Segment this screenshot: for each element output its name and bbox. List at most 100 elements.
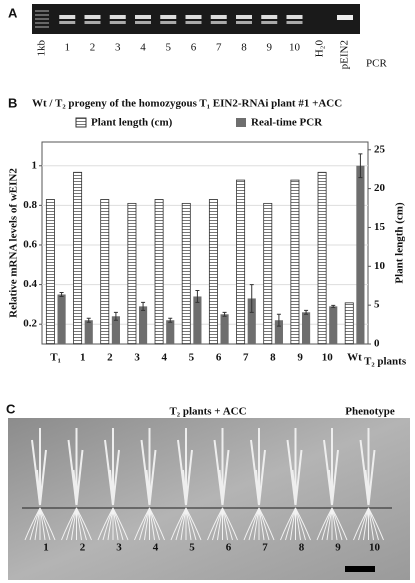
legend-label: Plant length (cm)	[91, 117, 173, 129]
y2-tick-label: 25	[374, 143, 386, 155]
gel-band	[135, 21, 151, 24]
error-bar	[249, 284, 254, 313]
gel-band	[236, 15, 252, 19]
bar	[220, 314, 229, 344]
lane-label: 1kb	[36, 40, 48, 57]
lane-label: pEIN2	[339, 40, 351, 69]
bar	[274, 320, 283, 344]
bar	[100, 199, 110, 345]
y2-tick-label: 0	[374, 338, 380, 350]
gel-band	[261, 21, 278, 24]
bar	[181, 202, 191, 345]
x-tick-label: 10	[322, 352, 334, 364]
bar	[193, 296, 202, 344]
y2-tick-label: 20	[374, 182, 386, 194]
plant-number: 8	[299, 542, 305, 554]
x-tick-label: 7	[243, 352, 249, 364]
y2-tick-label: 15	[374, 221, 386, 233]
lane-label: 10	[289, 42, 301, 54]
x-tick-label: 6	[216, 352, 222, 364]
x-tick-label: 2	[107, 352, 113, 364]
y-tick-label: 1	[32, 159, 38, 171]
gel-band	[236, 21, 252, 24]
error-bar	[331, 304, 336, 308]
error-bar	[86, 317, 91, 323]
root	[149, 507, 165, 541]
leaf	[291, 469, 297, 506]
gel-band	[84, 21, 101, 24]
gel-band	[109, 15, 126, 19]
y2-axis-title: Plant length (cm)	[394, 202, 406, 284]
panel-label: C	[6, 401, 16, 416]
x-tick-label: 4	[162, 352, 168, 364]
y-tick-label: 0.6	[23, 239, 37, 251]
gel-band	[160, 21, 177, 24]
y-axis-title: Relative mRNA levels of wEIN2	[8, 168, 20, 318]
root	[258, 507, 275, 541]
lane-label: 8	[241, 42, 247, 54]
x-tick-label: 3	[134, 352, 140, 364]
bar	[247, 298, 256, 344]
y2-tick-label: 10	[374, 260, 386, 272]
lane-label: 4	[140, 42, 146, 54]
bar	[127, 202, 137, 345]
plant-number: 4	[153, 542, 159, 554]
panel-label: B	[8, 95, 17, 110]
gel-band	[160, 15, 177, 19]
bar	[263, 202, 273, 345]
legend-swatch	[75, 117, 87, 128]
error-bar	[59, 292, 64, 297]
gel-band	[210, 15, 227, 19]
gel-method: PCR	[366, 58, 387, 70]
root	[295, 507, 311, 541]
gel-band	[35, 10, 49, 12]
bar	[301, 312, 311, 344]
chart-title: Wt / T₂ progeny of the homozygous T₁ EIN…	[32, 98, 342, 110]
gel-band	[286, 21, 303, 24]
leaf	[218, 469, 224, 506]
x-tick-label: 8	[270, 352, 276, 364]
error-bar	[141, 301, 146, 311]
root	[185, 507, 202, 541]
gel-band	[35, 22, 49, 24]
bar	[290, 179, 300, 345]
legend-swatch	[236, 118, 246, 127]
leaf	[255, 469, 260, 506]
lane-label: 1	[65, 42, 71, 54]
bar	[166, 320, 175, 344]
y-tick-label: 0.2	[23, 318, 37, 330]
lane-label: H₂0	[313, 40, 325, 58]
photo-title: T₂ plants + ACC	[169, 406, 246, 418]
plot-area	[41, 141, 369, 345]
gel-band	[35, 18, 49, 20]
plant-number: 10	[369, 542, 381, 554]
error-bar	[222, 311, 227, 317]
bar	[236, 179, 246, 345]
photo-caption: Phenotype	[345, 406, 395, 418]
leaf	[109, 469, 114, 506]
error-bar	[358, 153, 363, 179]
plant-number: 7	[262, 542, 268, 554]
lane-label: 7	[216, 42, 222, 54]
leaf	[182, 469, 187, 506]
x-axis-title: T₂ plants	[364, 356, 407, 368]
bar	[111, 316, 120, 344]
gel-band	[59, 15, 76, 19]
bar	[45, 199, 55, 345]
x-tick-label: T₁	[50, 352, 61, 364]
gel-band	[59, 21, 76, 24]
x-tick-label: 5	[189, 352, 195, 364]
leaf	[364, 469, 370, 506]
gel-band	[286, 15, 303, 19]
leaf	[36, 469, 41, 506]
root	[76, 507, 92, 541]
plant-number: 3	[116, 542, 122, 554]
y2-tick-label: 5	[374, 299, 380, 311]
leaf	[145, 469, 151, 506]
leaf	[328, 469, 333, 506]
error-bar	[304, 309, 309, 315]
bar	[344, 302, 354, 345]
plant-number: 5	[189, 542, 195, 554]
gel-band	[35, 26, 49, 28]
